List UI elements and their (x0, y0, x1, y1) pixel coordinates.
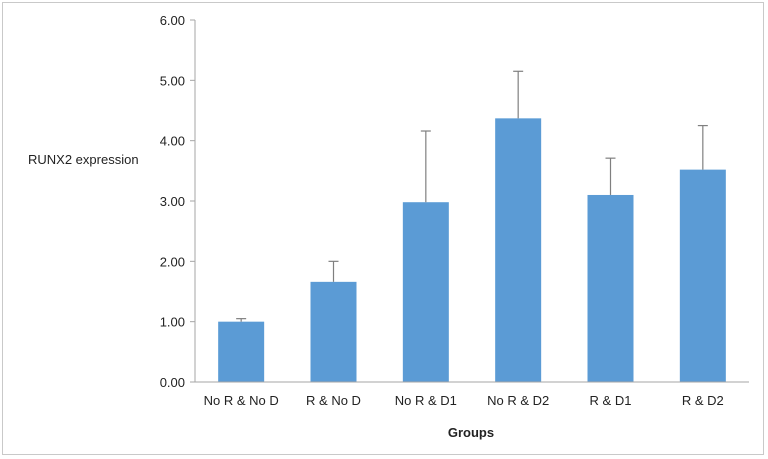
labels-layer: No R & No D R & No D No R & D1 No R & D2 R &… (160, 13, 724, 408)
bar-1 (310, 281, 357, 382)
bar-2 (402, 202, 449, 382)
x-tick-label-4: R & D1 (590, 393, 632, 408)
x-tick-label-3: No R & D2 (487, 393, 549, 408)
bars-layer (218, 118, 726, 383)
bar-5 (679, 169, 726, 382)
y-tick-label-0: 0.00 (160, 375, 185, 390)
x-tick-label-1: R & No D (306, 393, 361, 408)
x-axis-title: Groups (448, 425, 494, 440)
x-tick-label-2: No R & D1 (395, 393, 457, 408)
x-tick-label-0: No R & No D (204, 393, 279, 408)
axes-layer (190, 19, 749, 383)
y-tick-label-4: 4.00 (160, 134, 185, 149)
bar-4 (587, 194, 634, 382)
y-tick-label-2: 2.00 (160, 254, 185, 269)
bar-0 (218, 321, 265, 382)
bar-3 (495, 118, 542, 383)
x-tick-label-5: R & D2 (682, 393, 724, 408)
y-tick-label-1: 1.00 (160, 315, 185, 330)
y-tick-label-6: 6.00 (160, 13, 185, 28)
y-axis-title: RUNX2 expression (28, 152, 139, 167)
chart-frame (2, 2, 764, 455)
y-tick-label-3: 3.00 (160, 194, 185, 209)
error-bars-layer (236, 70, 708, 322)
y-tick-label-5: 5.00 (160, 73, 185, 88)
